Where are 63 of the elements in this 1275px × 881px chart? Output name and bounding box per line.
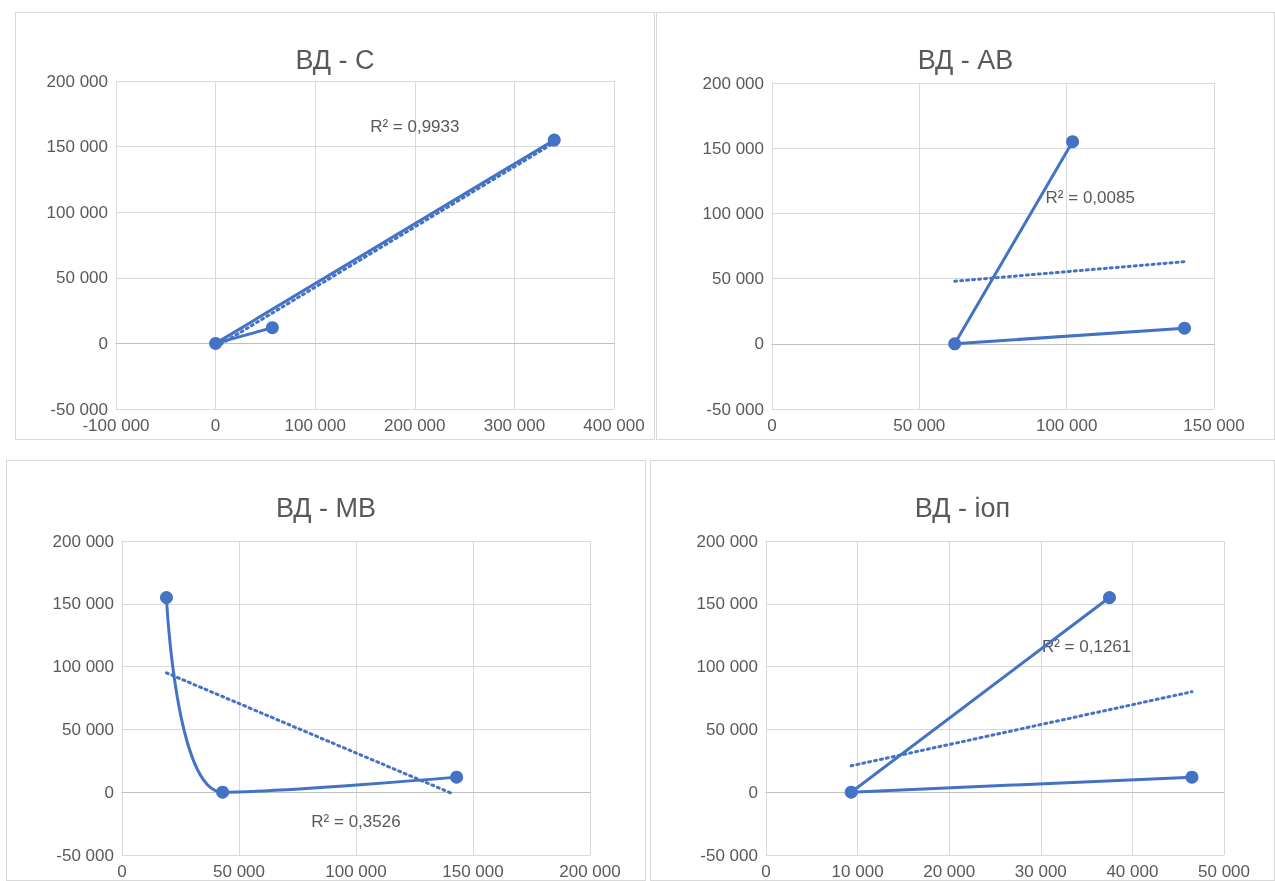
y-tick-label: -50 000 xyxy=(706,399,764,419)
x-tick-label: 40 000 xyxy=(1106,862,1159,881)
point xyxy=(265,321,279,335)
point xyxy=(216,785,230,799)
y-tick-label: 150 000 xyxy=(702,138,764,158)
point xyxy=(450,770,464,784)
y-tick-label: 0 xyxy=(98,333,108,353)
x-tick-label: 50 000 xyxy=(1198,862,1250,881)
x-tick-label: 10 000 xyxy=(831,862,884,881)
x-tick-label: 400 000 xyxy=(583,416,645,435)
x-tick-label: 50 000 xyxy=(213,862,265,881)
y-tick-label: 200 000 xyxy=(696,531,758,551)
y-tick-label: 150 000 xyxy=(52,594,114,614)
y-tick-label: 200 000 xyxy=(46,71,108,91)
annotation: R² = 0,3526 xyxy=(311,812,401,832)
annotation: R² = 0,9933 xyxy=(370,117,460,137)
x-tick-label: 150 000 xyxy=(442,862,504,881)
x-tick-label: 0 xyxy=(210,416,221,435)
chart-title: ВД - іоп xyxy=(914,492,1011,523)
y-tick-label: 50 000 xyxy=(62,719,114,739)
y-tick-label: 200 000 xyxy=(52,531,114,551)
y-tick-label: -50 000 xyxy=(700,845,758,865)
x-tick-label: 100 000 xyxy=(1035,416,1098,435)
y-tick-label: 0 xyxy=(748,782,758,802)
x-tick-label: 200 000 xyxy=(384,416,446,435)
x-tick-label: -100 000 xyxy=(82,416,150,435)
point xyxy=(547,133,561,147)
point xyxy=(1103,591,1116,605)
y-tick-label: -50 000 xyxy=(56,845,114,865)
y-tick-label: 0 xyxy=(754,334,764,354)
point xyxy=(159,591,173,605)
y-tick-label: 150 000 xyxy=(696,594,758,614)
x-tick-label: 150 000 xyxy=(1183,416,1245,435)
x-tick-label: 100 000 xyxy=(284,416,346,435)
y-tick-label: -50 000 xyxy=(50,399,108,419)
x-tick-label: 200 000 xyxy=(559,862,621,881)
annotation: R² = 0,0085 xyxy=(1045,187,1135,207)
point xyxy=(1066,135,1080,149)
x-tick-label: 50 000 xyxy=(893,416,946,435)
y-tick-label: 150 000 xyxy=(46,137,108,157)
y-tick-label: 200 000 xyxy=(702,73,764,93)
x-tick-label: 300 000 xyxy=(483,416,546,435)
chart-title: ВД - АВ xyxy=(917,44,1014,75)
y-tick-label: 100 000 xyxy=(46,202,108,222)
y-tick-label: 50 000 xyxy=(56,268,108,288)
y-tick-label: 100 000 xyxy=(702,203,764,223)
y-tick-label: 50 000 xyxy=(706,719,758,739)
point xyxy=(1178,321,1192,335)
x-tick-label: 0 xyxy=(767,416,777,435)
chart-title: ВД - МВ xyxy=(275,492,377,523)
y-tick-label: 100 000 xyxy=(52,657,114,677)
point xyxy=(948,337,962,351)
point xyxy=(844,785,858,799)
y-tick-label: 50 000 xyxy=(712,269,764,289)
chart-title: ВД - С xyxy=(295,44,375,75)
x-tick-label: 0 xyxy=(117,862,127,881)
point xyxy=(1185,770,1199,784)
point xyxy=(209,336,223,350)
x-tick-label: 20 000 xyxy=(923,862,976,881)
y-tick-label: 0 xyxy=(104,782,114,802)
x-tick-label: 100 000 xyxy=(325,862,387,881)
x-tick-label: 30 000 xyxy=(1014,862,1067,881)
y-tick-label: 100 000 xyxy=(696,657,758,677)
